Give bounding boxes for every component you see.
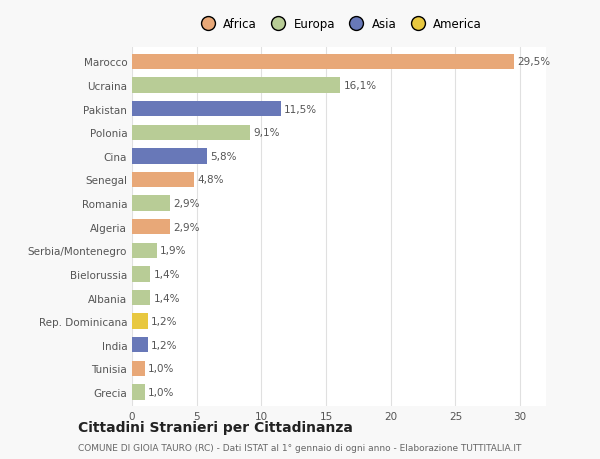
Text: 1,2%: 1,2% xyxy=(151,340,177,350)
Text: 16,1%: 16,1% xyxy=(344,81,377,91)
Text: 11,5%: 11,5% xyxy=(284,105,317,114)
Bar xyxy=(132,196,170,211)
Text: 29,5%: 29,5% xyxy=(517,57,550,67)
Bar xyxy=(132,102,281,117)
Bar xyxy=(132,385,145,400)
Text: 1,4%: 1,4% xyxy=(154,269,180,280)
Bar xyxy=(132,290,150,306)
Text: 1,2%: 1,2% xyxy=(151,316,177,326)
Bar xyxy=(132,243,157,258)
Text: 5,8%: 5,8% xyxy=(210,151,237,162)
Text: 1,4%: 1,4% xyxy=(154,293,180,303)
Text: 1,0%: 1,0% xyxy=(148,387,175,397)
Text: 2,9%: 2,9% xyxy=(173,222,199,232)
Text: 4,8%: 4,8% xyxy=(197,175,224,185)
Text: Cittadini Stranieri per Cittadinanza: Cittadini Stranieri per Cittadinanza xyxy=(78,420,353,434)
Bar xyxy=(132,125,250,140)
Bar xyxy=(132,314,148,329)
Text: 2,9%: 2,9% xyxy=(173,199,199,209)
Bar xyxy=(132,149,207,164)
Bar xyxy=(132,55,514,70)
Bar xyxy=(132,361,145,376)
Text: 1,0%: 1,0% xyxy=(148,364,175,374)
Bar xyxy=(132,173,194,188)
Bar xyxy=(132,337,148,353)
Text: 1,9%: 1,9% xyxy=(160,246,187,256)
Text: 9,1%: 9,1% xyxy=(253,128,280,138)
Bar xyxy=(132,219,170,235)
Legend: Africa, Europa, Asia, America: Africa, Europa, Asia, America xyxy=(191,13,487,35)
Bar xyxy=(132,78,340,94)
Bar xyxy=(132,267,150,282)
Text: COMUNE DI GIOIA TAURO (RC) - Dati ISTAT al 1° gennaio di ogni anno - Elaborazion: COMUNE DI GIOIA TAURO (RC) - Dati ISTAT … xyxy=(78,443,521,452)
